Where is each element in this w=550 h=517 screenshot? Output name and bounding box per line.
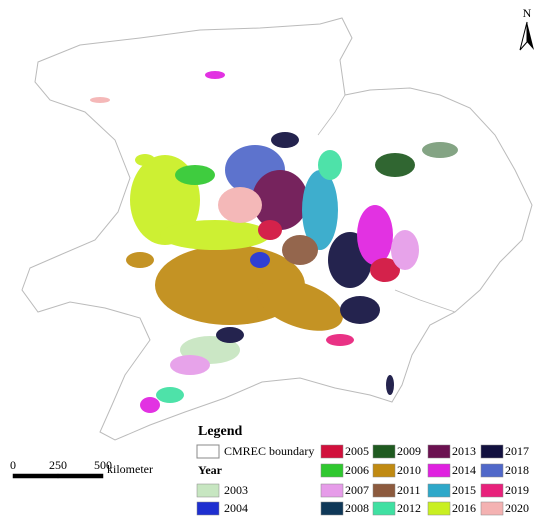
patch (216, 327, 244, 343)
legend-swatch (480, 444, 504, 459)
boundary-swatch (196, 444, 220, 459)
arrow-right (527, 22, 534, 50)
patch (252, 170, 308, 230)
legend-label: 2005 (345, 444, 369, 458)
patch (126, 252, 154, 268)
legend-swatch (372, 483, 396, 498)
patch (175, 165, 215, 185)
patch (271, 132, 299, 148)
patch (391, 230, 419, 270)
patch (357, 205, 393, 265)
legend-label: 2006 (345, 463, 369, 477)
legend-label: 2018 (505, 463, 529, 477)
legend-swatch (196, 501, 220, 516)
scale-segment (57, 473, 104, 479)
legend-swatch (372, 444, 396, 459)
legend-swatch (320, 463, 344, 478)
patch (205, 71, 225, 79)
north-arrow: N (519, 6, 534, 51)
patch (326, 334, 354, 346)
patch (218, 187, 262, 223)
legend-swatch (480, 501, 504, 516)
scale-tick-label: 500 (94, 458, 112, 472)
legend-swatch (480, 463, 504, 478)
legend-label: 2016 (452, 501, 476, 515)
patch (135, 154, 155, 166)
change-patches (90, 71, 458, 413)
patch (257, 279, 343, 331)
scale-unit: kilometer (107, 462, 153, 476)
legend-label: 2010 (397, 463, 421, 477)
patch (375, 153, 415, 177)
legend-swatch (372, 463, 396, 478)
patch (386, 375, 394, 395)
year-heading: Year (198, 463, 223, 477)
legend-swatch (320, 501, 344, 516)
patch (282, 235, 318, 265)
legend-label: 2014 (452, 463, 476, 477)
legend-label: 2015 (452, 483, 476, 497)
legend-swatch (427, 463, 451, 478)
legend-swatch (320, 444, 344, 459)
legend-swatch (320, 483, 344, 498)
arrow-left (519, 21, 528, 51)
inner-boundary (317, 94, 456, 313)
legend-swatch (427, 444, 451, 459)
legend-label: 2003 (224, 483, 248, 497)
legend-label: 2020 (505, 501, 529, 515)
patch (258, 220, 282, 240)
legend-title: Legend (198, 424, 243, 439)
patch (340, 296, 380, 324)
patch (170, 355, 210, 375)
patch (250, 252, 270, 268)
legend: Legend CMREC boundary Year 2003 2004 2005 2… (196, 424, 529, 516)
scale-tick-label: 250 (49, 458, 67, 472)
patch (422, 142, 458, 158)
patch (160, 220, 270, 250)
legend-swatch (427, 483, 451, 498)
north-label: N (523, 6, 532, 20)
legend-label: 2017 (505, 444, 529, 458)
legend-swatch (372, 501, 396, 516)
patch (140, 397, 160, 413)
legend-swatch (196, 483, 220, 498)
legend-label: 2011 (397, 483, 421, 497)
legend-label: 2012 (397, 501, 421, 515)
patch (370, 258, 400, 282)
patch (318, 150, 342, 180)
legend-label: 2019 (505, 483, 529, 497)
legend-label: 2004 (224, 501, 248, 515)
legend-label: 2008 (345, 501, 369, 515)
legend-label: 2013 (452, 444, 476, 458)
legend-swatch (427, 501, 451, 516)
patch (90, 97, 110, 103)
map (21, 17, 533, 441)
scale-tick-label: 0 (10, 458, 16, 472)
patch (156, 387, 184, 403)
boundary-label: CMREC boundary (224, 444, 314, 458)
patch (302, 170, 338, 250)
legend-label: 2007 (345, 483, 369, 497)
scale-segment (12, 473, 59, 479)
legend-label: 2009 (397, 444, 421, 458)
legend-swatch (480, 483, 504, 498)
